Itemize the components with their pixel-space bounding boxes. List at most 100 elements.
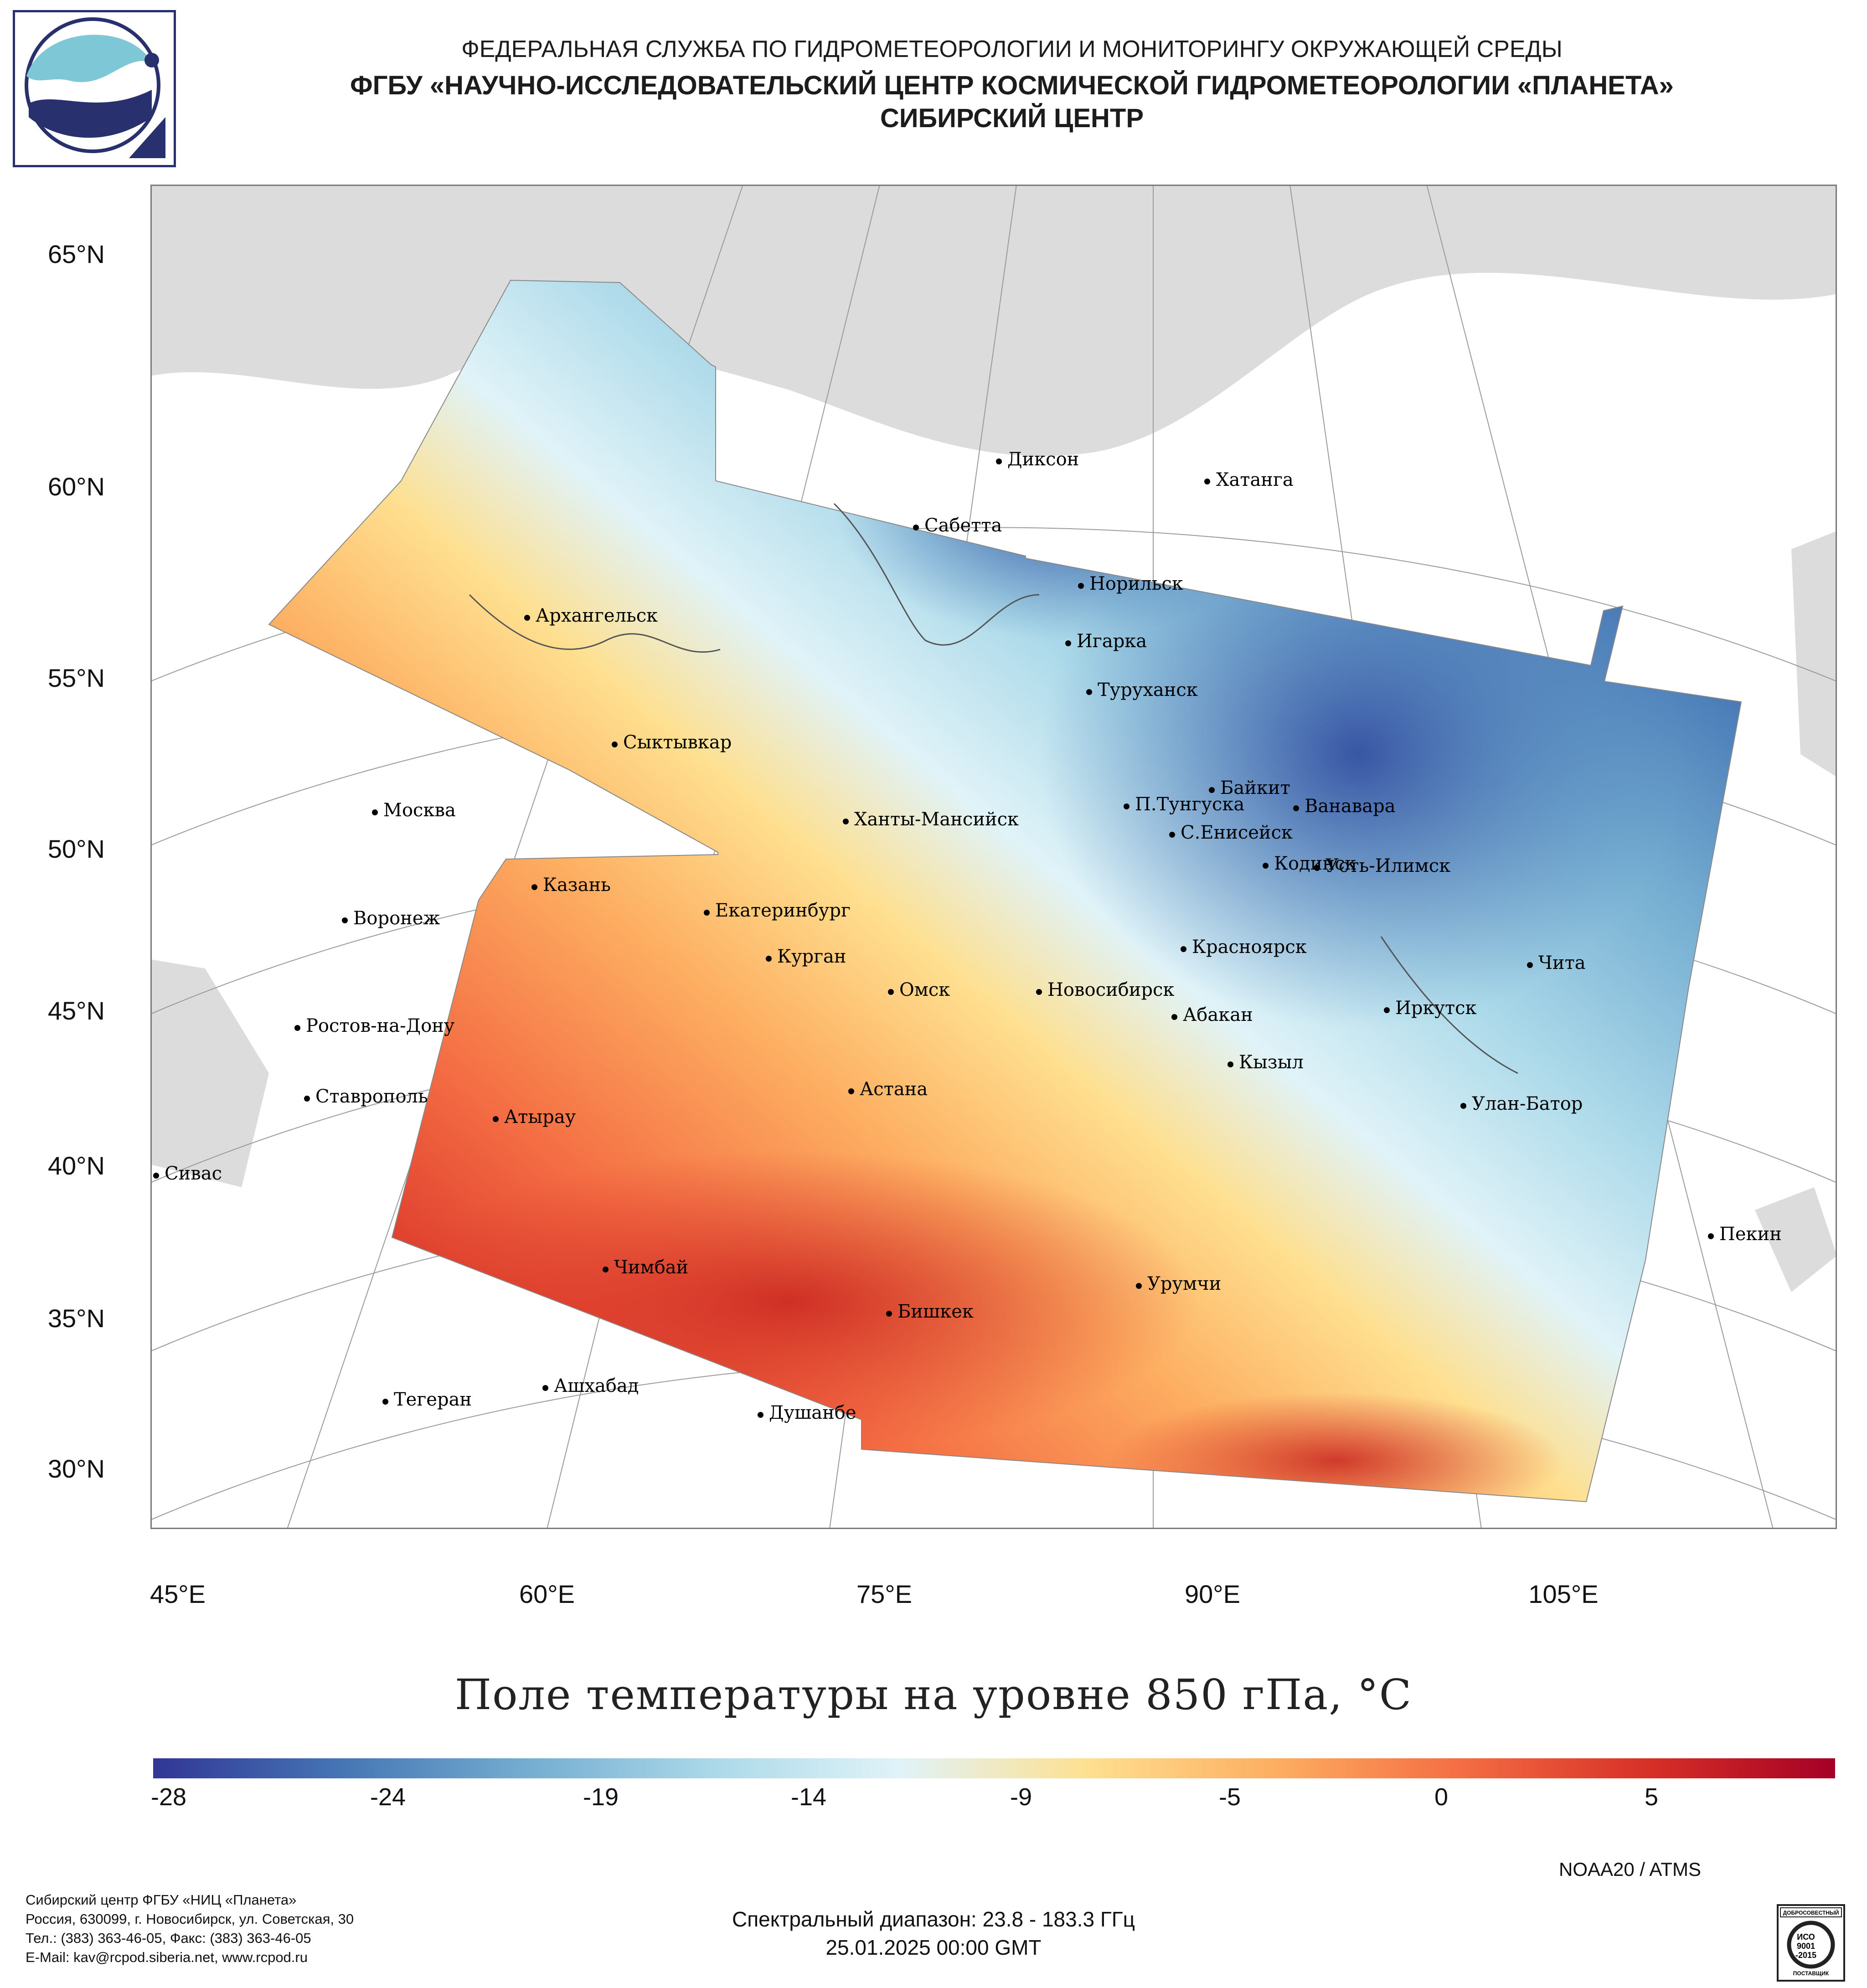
lat-label-35: 35°N [47,1304,105,1333]
city-dot [153,1173,159,1179]
city-dot [766,956,772,962]
city-label: Москва [383,800,456,821]
observation-datetime: 25.01.2025 00:00 GMT [825,1936,1042,1959]
city-dot [758,1412,763,1418]
org-line: E-Mail: kav@rcpod.siberia.net, www.rcpod… [26,1949,308,1965]
colorbar-tick: -28 [150,1783,187,1811]
city-dot [612,742,618,747]
city-dot [1314,865,1320,871]
city-dot [888,989,894,995]
city-label: Тегеран [394,1389,472,1410]
lon-label-75: 75°E [856,1580,913,1608]
lon-label-60: 60°E [519,1580,575,1608]
city-dot [996,458,1002,464]
city-label: Чита [1538,953,1586,973]
city-dot [1263,863,1269,869]
colorbar-tick: 0 [1434,1783,1449,1811]
planeta-logo [13,10,176,167]
city-dot [843,819,849,824]
colorbar-tick: 5 [1644,1783,1659,1811]
temperature-map [150,185,1837,1529]
city-dot [372,809,378,815]
city-label: Сивас [165,1163,222,1184]
city-label: Красноярск [1192,937,1307,958]
org-line: Россия, 630099, г. Новосибирск, ул. Сове… [26,1911,354,1927]
city-label: Душанбе [769,1402,856,1423]
city-label: Ханты-Мансийск [854,809,1019,830]
svg-text:-2015: -2015 [1795,1951,1816,1960]
lon-label-105: 105°E [1528,1580,1599,1608]
city-dot [1171,1014,1177,1020]
city-label: Хатанга [1216,469,1294,490]
lat-label-30: 30°N [47,1454,105,1483]
svg-text:9001: 9001 [1797,1942,1815,1951]
city-dot [1169,832,1175,838]
city-label: Урумчи [1147,1273,1222,1294]
spectral-info: Спектральный диапазон: 23.8 - 183.3 ГГц … [0,1905,1867,1962]
city-dot [1036,989,1042,995]
colorbar-tick: -24 [370,1783,406,1811]
city-dot [1078,583,1084,589]
city-dot [382,1399,388,1405]
city-label: П.Тунгуска [1135,794,1245,815]
city-label: Казань [543,875,611,896]
org-line: Сибирский центр ФГБУ «НИЦ «Планета» [26,1892,297,1908]
city-dot [913,525,919,530]
lat-label-65: 65°N [47,240,105,268]
city-dot [1527,962,1533,968]
header-center: СИБИРСКИЙ ЦЕНТР [880,103,1144,133]
city-label: Кодинск [1274,853,1356,874]
city-label: С.Енисейск [1181,822,1293,843]
colorbar-tick: -9 [1010,1783,1032,1811]
city-label: Воронеж [353,908,440,929]
city-label: Новосибирск [1047,979,1175,1000]
header-institute: ФГБУ «НАУЧНО-ИССЛЕДОВАТЕЛЬСКИЙ ЦЕНТР КОС… [350,71,1674,100]
city-dot [524,615,530,621]
city-dot [531,884,537,890]
city-label: Ростов-на-Дону [306,1015,455,1036]
city-label: Екатеринбург [715,900,851,921]
city-label: Омск [899,979,950,1000]
city-dot [1384,1007,1390,1013]
city-label: Диксон [1007,449,1079,470]
org-line: Тел.: (383) 363-46-05, Факс: (383) 363-4… [26,1930,311,1946]
city-dot [603,1267,609,1272]
city-label: Ставрополь [315,1086,428,1107]
city-dot [1204,479,1210,484]
city-label: Атырау [504,1107,576,1128]
city-dot [1460,1103,1466,1109]
city-dot [1124,803,1129,809]
city-dot [1065,640,1071,646]
city-label: Улан-Батор [1472,1093,1583,1114]
city-dot [1181,946,1186,952]
city-label: Сыктывкар [623,732,732,753]
city-dot [493,1116,499,1122]
lon-label-90: 90°E [1184,1580,1241,1608]
city-dot [1293,805,1299,811]
city-label: Чимбай [614,1257,689,1278]
city-label: Абакан [1183,1004,1253,1025]
header-agency: ФЕДЕРАЛЬНАЯ СЛУЖБА ПО ГИДРОМЕТЕОРОЛОГИИ … [461,36,1563,62]
city-label: Кызыл [1239,1052,1304,1073]
city-label: Туруханск [1098,680,1198,700]
city-dot [886,1311,892,1317]
lat-label-40: 40°N [47,1151,105,1180]
organization-contacts: Сибирский центр ФГБУ «НИЦ «Планета» Росс… [26,1890,354,1967]
city-label: Курган [777,946,846,967]
city-dot [1136,1283,1142,1289]
lat-label-50: 50°N [47,834,105,863]
svg-text:ИСО: ИСО [1797,1932,1815,1942]
map-frame [150,185,1837,1529]
city-label: Норильск [1089,573,1183,594]
city-dot [542,1385,548,1391]
city-label: Игарка [1077,631,1147,652]
city-dot [704,910,710,916]
city-dot [1227,1061,1233,1067]
svg-text:ПОСТАВЩИК: ПОСТАВЩИК [1793,1970,1829,1977]
iso-badge: ДОБРОСОВЕСТНЫЙ ИСО 9001 -2015 ПОСТАВЩИК [1777,1904,1845,1982]
lat-label-45: 45°N [47,996,105,1025]
city-label: Усть-Илимск [1325,855,1451,876]
city-dot [1708,1233,1714,1239]
satellite-instrument: NOAA20 / ATMS [1559,1859,1701,1880]
city-label: Пекин [1719,1224,1782,1245]
